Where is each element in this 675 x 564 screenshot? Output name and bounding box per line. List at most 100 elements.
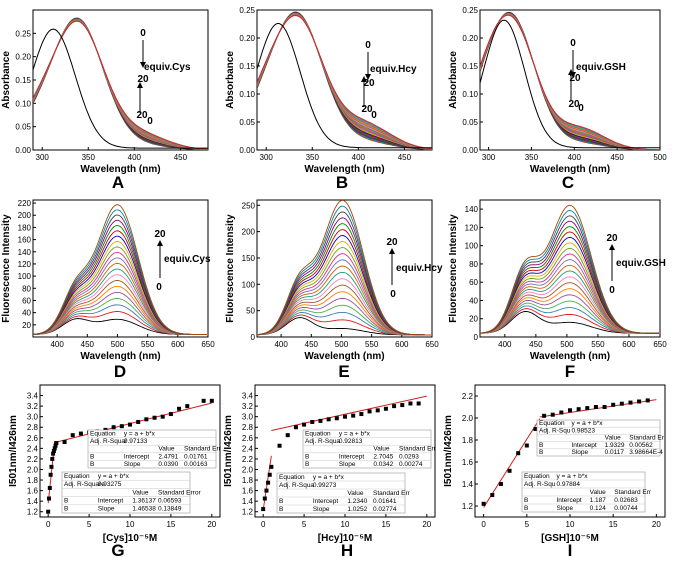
fit-table-cell: Equation — [279, 474, 305, 481]
y-tick-label: 3.0 — [242, 413, 254, 422]
y-tick-label: 0.25 — [462, 6, 478, 15]
y-tick-label: 40 — [22, 309, 31, 318]
fit-table-cell: 0.0117 — [605, 449, 625, 456]
annotation: 0 — [371, 110, 377, 121]
annotation: equiv.Hcy — [370, 64, 417, 75]
spectrum-line — [32, 204, 207, 336]
y-tick-label: 40 — [469, 296, 478, 305]
fit-table-cell: y = a + b*x — [556, 473, 588, 480]
fit-table-cell: Equation — [90, 430, 116, 437]
spectrum-line — [257, 13, 432, 150]
fit-table-cell: Standard Err — [373, 490, 411, 497]
series-group — [480, 11, 660, 150]
y-tick-label: 2.0 — [462, 414, 474, 423]
panel-letter: A — [112, 173, 124, 192]
fit-table-cell: y = a + b*x — [124, 430, 156, 437]
fit-table-cell: Equation — [305, 430, 331, 437]
y-tick-label: 0.25 — [239, 6, 255, 15]
y-tick-label: 120 — [18, 260, 32, 269]
panel-d: 400 450 500 550 600 650 20 40 60 80 100 120 140 160 18… — [1, 199, 215, 381]
data-point — [628, 400, 633, 405]
x-tick-label: 400 — [50, 340, 64, 349]
fit-table-cell: Standard Err — [614, 489, 652, 496]
x-tick-label: 600 — [395, 340, 409, 349]
data-point — [585, 406, 590, 411]
y-tick-label: 2.0 — [27, 465, 39, 474]
fit-table-cell: Slope — [571, 449, 588, 456]
fit-table-cell: 0.0293 — [399, 453, 419, 460]
y-tick-label: 1.8 — [27, 476, 39, 485]
panel-f: 400 450 500 550 600 650 0 20 40 60 80 100 120 140 FWav… — [448, 199, 667, 381]
annotation: 20 — [137, 74, 149, 85]
y-tick-label: 0.15 — [15, 76, 31, 85]
y-tick-label: 2.8 — [242, 423, 254, 432]
y-tick-label: 0.10 — [239, 90, 255, 99]
spectrum-line — [33, 18, 208, 150]
series-group — [256, 199, 431, 336]
fit-table-cell: Intercept — [339, 453, 364, 460]
data-point — [516, 451, 521, 456]
spectrum-line — [33, 17, 208, 150]
x-tick-label: 20 — [652, 520, 661, 529]
fit-table-cell: 0.92813 — [339, 438, 363, 445]
x-tick-label: 15 — [166, 520, 175, 529]
y-tick-label: 3.4 — [27, 392, 39, 401]
x-tick-label: 600 — [622, 340, 636, 349]
y-tick-label: 150 — [242, 254, 256, 263]
panel-letter: G — [111, 541, 124, 560]
panel-h: 0 5 10 15 20 1.2 1.41.6 1.8 2.02.2 2.42.6 2.83.0 3.… — [223, 384, 437, 560]
x-tick-label: 0 — [261, 520, 266, 529]
data-point — [285, 433, 290, 438]
fit-table-cell: 1.9329 — [605, 442, 625, 449]
fit-table-cell: Adj. R-Squa — [279, 482, 314, 489]
y-tick-label: 100 — [465, 242, 479, 251]
panel-g: 0 5 10 15 20 1.2 1.41.6 1.8 2.02.2 2.42.6 2.83.0 3.… — [8, 384, 222, 560]
x-tick-label: 400 — [128, 153, 142, 162]
panel-letter: B — [336, 173, 348, 192]
spectrum-line — [33, 17, 208, 150]
spectrum-line — [33, 18, 208, 150]
data-point — [49, 464, 54, 469]
x-axis-label: Wavelength (nm) — [80, 164, 160, 175]
fit-table-cell: Adj. R-Square — [64, 481, 105, 488]
y-tick-label: 160 — [18, 236, 32, 245]
annotation: 20 — [606, 233, 618, 244]
x-axis-label: Wavelength (nm) — [80, 351, 160, 362]
y-tick-label: 3.2 — [242, 402, 254, 411]
spectrum-line — [33, 18, 208, 150]
fit-table-cell: Slope — [313, 506, 330, 513]
spectrum-line — [257, 14, 432, 150]
fit-table-cell: B — [64, 498, 68, 505]
spectrum-line — [257, 11, 432, 150]
x-tick-label: 450 — [529, 340, 543, 349]
y-axis-label: Absorbance — [448, 51, 459, 109]
x-tick-label: 500 — [111, 340, 125, 349]
annotation: equiv.GSH — [616, 258, 666, 269]
panel-letter: H — [341, 541, 353, 560]
fit-table-cell: Standard Error — [158, 489, 201, 496]
y-tick-label: 0.00 — [462, 146, 478, 155]
data-point — [318, 418, 323, 423]
panel-e: 400 450 500 550 600 650050100150200250EWavele… — [225, 199, 443, 381]
plot-frame — [32, 9, 209, 151]
x-tick-label: 300 — [482, 153, 496, 162]
y-tick-label: 0.20 — [239, 34, 255, 43]
x-axis-label: Wavelength (nm) — [304, 351, 384, 362]
fit-table-cell: y = a + b*x — [339, 430, 371, 437]
y-tick-label: 220 — [18, 199, 32, 208]
x-tick-label: 600 — [171, 340, 185, 349]
fit-table-border — [276, 472, 406, 514]
spectrum-line — [33, 18, 208, 150]
annotation: equiv.GSH — [576, 62, 626, 73]
y-tick-label: 1.2 — [242, 508, 254, 517]
y-tick-label: 20 — [22, 321, 31, 330]
spectrum-line — [33, 20, 208, 150]
y-axis-label: Absorbance — [225, 51, 236, 109]
x-tick-label: 0 — [46, 520, 51, 529]
arrow-head — [389, 248, 395, 254]
x-axis-label: Wavelength (nm) — [304, 164, 384, 175]
data-point — [375, 408, 380, 413]
spectrum-line — [257, 14, 432, 150]
y-tick-label: 0.25 — [15, 29, 31, 38]
